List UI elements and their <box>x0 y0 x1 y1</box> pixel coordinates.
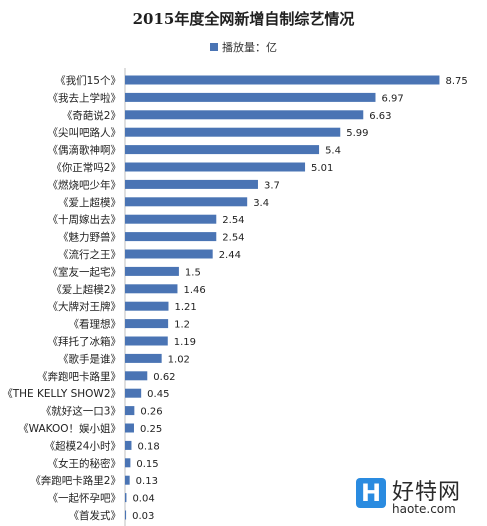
category-label: 《燃烧吧少年》 <box>48 178 122 191</box>
data-label: 5.99 <box>346 128 368 139</box>
category-label: 《十周嫁出去》 <box>48 213 122 226</box>
bar <box>125 75 440 85</box>
data-label: 1.2 <box>174 320 190 331</box>
bar <box>125 440 132 450</box>
bar <box>125 127 341 137</box>
bar <box>125 249 213 259</box>
data-label: 2.44 <box>219 250 241 261</box>
data-label: 1.19 <box>174 337 196 348</box>
bar <box>125 284 178 294</box>
category-label: 《奔跑吧卡路里2》 <box>30 474 121 487</box>
data-label: 0.03 <box>132 511 154 522</box>
data-label: 2.54 <box>222 233 244 244</box>
data-label: 5.01 <box>311 163 333 174</box>
category-label: 《魅力野兽》 <box>58 231 121 244</box>
data-label: 0.13 <box>136 476 158 487</box>
bar <box>125 388 142 398</box>
data-label: 0.25 <box>140 424 162 435</box>
category-label: 《你正常吗2》 <box>51 161 121 174</box>
category-label: 《尖叫吧路人》 <box>48 126 122 139</box>
data-label: 6.63 <box>369 111 391 122</box>
bar <box>125 197 248 207</box>
category-label: 《女王的秘密》 <box>48 457 122 470</box>
data-label: 1.21 <box>174 302 196 313</box>
category-label: 《我去上学啦》 <box>48 91 122 104</box>
bar <box>125 179 258 189</box>
category-label: 《THE KELLY SHOW2》 <box>2 388 121 400</box>
category-label: 《我们15个》 <box>55 74 121 87</box>
data-label: 0.04 <box>132 494 154 505</box>
bar <box>125 162 306 172</box>
data-label: 2.54 <box>222 215 244 226</box>
bar <box>125 475 130 485</box>
category-label: 《奇葩说2》 <box>62 109 121 122</box>
category-label: 《奔跑吧卡路里》 <box>37 370 121 383</box>
category-label: 《爱上超模2》 <box>51 283 121 296</box>
data-label: 0.62 <box>153 372 175 383</box>
bar <box>125 319 169 329</box>
data-label: 3.7 <box>264 180 280 191</box>
data-label: 8.75 <box>445 76 467 87</box>
legend-swatch <box>210 43 218 51</box>
chart-title: 2015年度全网新增自制综艺情况 <box>132 10 355 28</box>
bar <box>125 145 320 155</box>
bar <box>125 423 134 433</box>
bar <box>125 510 127 520</box>
category-label: 《爱上超模》 <box>58 196 121 209</box>
data-label: 0.18 <box>137 441 159 452</box>
category-label: 《超模24小时》 <box>45 439 121 452</box>
bar <box>125 458 131 468</box>
watermark-url: haote.com <box>392 502 456 516</box>
category-label: 《拜托了冰箱》 <box>48 335 122 348</box>
data-label: 1.02 <box>168 354 190 365</box>
watermark-name: 好特网 <box>392 480 462 505</box>
data-label: 1.46 <box>183 285 205 296</box>
data-label: 3.4 <box>253 198 269 209</box>
bar <box>125 353 162 363</box>
bar <box>125 371 148 381</box>
category-label: 《看理想》 <box>69 318 122 331</box>
bar <box>125 336 168 346</box>
category-label: 《一起怀孕吧》 <box>48 493 122 505</box>
category-label: 《就好这一口3》 <box>41 405 121 418</box>
category-label: 《大牌对王牌》 <box>48 300 122 313</box>
data-label: 6.97 <box>381 93 403 104</box>
data-label: 5.4 <box>325 146 341 157</box>
category-label: 《室友一起宅》 <box>48 265 122 278</box>
legend-label: 播放量：亿 <box>222 41 277 54</box>
data-label: 0.15 <box>136 459 158 470</box>
bar <box>125 301 169 311</box>
category-label: 《WAKOO！娱小姐》 <box>18 422 121 435</box>
bar <box>125 266 179 276</box>
watermark-logo-mark: H <box>356 478 386 508</box>
category-label: 《流行之王》 <box>58 248 121 261</box>
category-label: 《歌手是谁》 <box>58 352 121 365</box>
legend: 播放量：亿 <box>210 40 277 54</box>
bar <box>125 214 217 224</box>
bar <box>125 493 127 503</box>
bar <box>125 92 376 102</box>
data-label: 0.26 <box>140 407 162 418</box>
bar <box>125 406 135 416</box>
data-label: 1.5 <box>185 267 201 278</box>
watermark-logo: H 好特网 haote.com <box>356 472 481 520</box>
category-label: 《首发式》 <box>69 509 122 522</box>
category-label: 《偶滴歌神啊》 <box>48 144 122 157</box>
bar <box>125 110 364 120</box>
bar <box>125 232 217 242</box>
data-label: 0.45 <box>147 389 169 400</box>
